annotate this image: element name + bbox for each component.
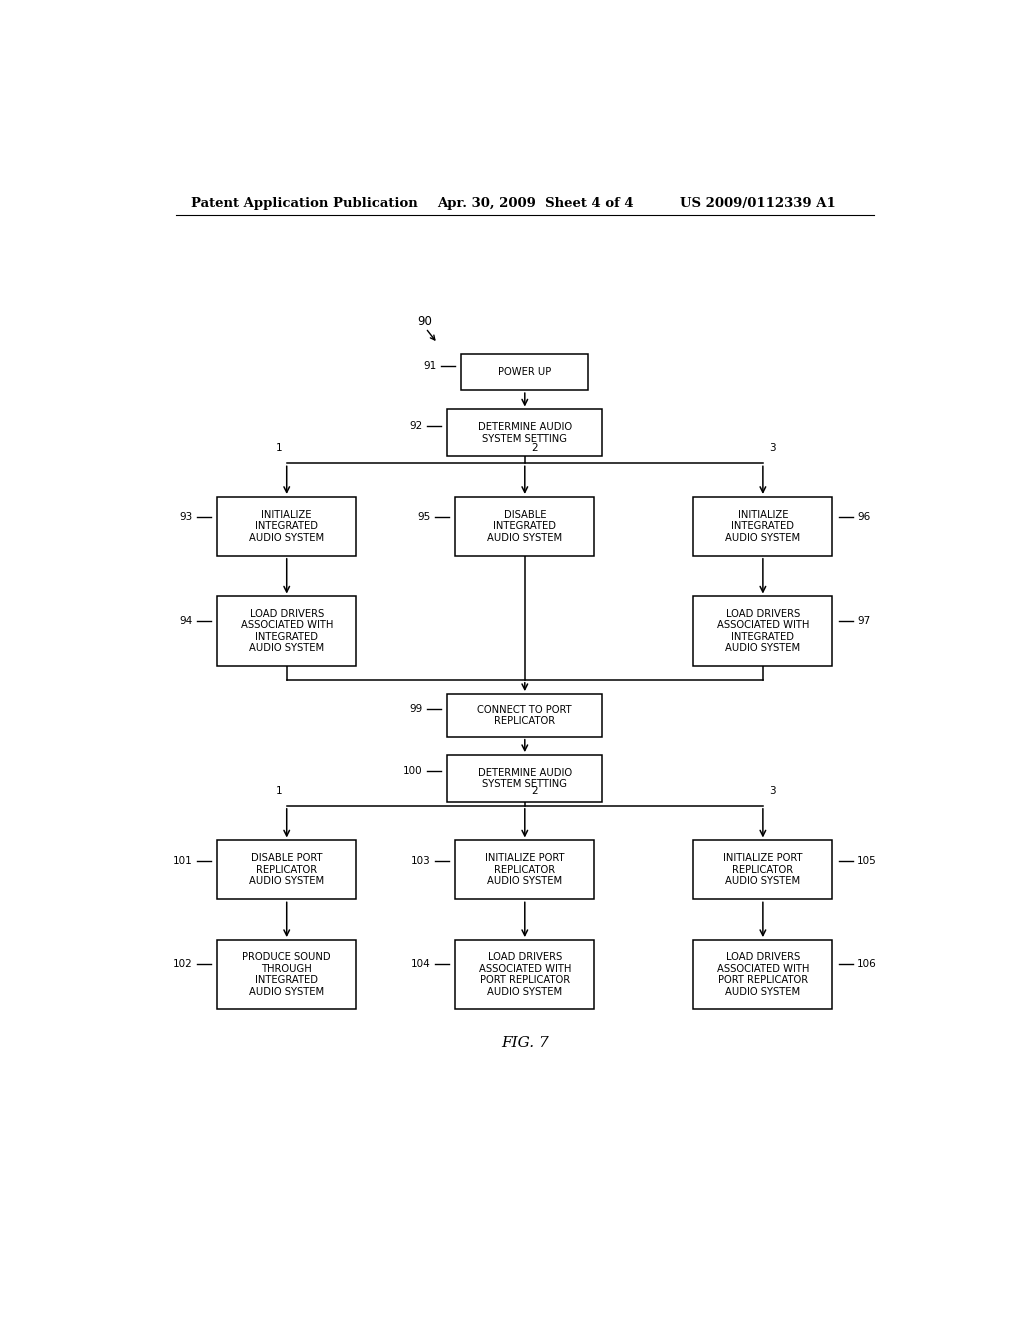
Text: LOAD DRIVERS
ASSOCIATED WITH
PORT REPLICATOR
AUDIO SYSTEM: LOAD DRIVERS ASSOCIATED WITH PORT REPLIC… <box>478 952 571 997</box>
Text: INITIALIZE PORT
REPLICATOR
AUDIO SYSTEM: INITIALIZE PORT REPLICATOR AUDIO SYSTEM <box>485 853 564 887</box>
Text: POWER UP: POWER UP <box>498 367 552 376</box>
Text: DISABLE
INTEGRATED
AUDIO SYSTEM: DISABLE INTEGRATED AUDIO SYSTEM <box>487 510 562 543</box>
Text: Patent Application Publication: Patent Application Publication <box>191 197 418 210</box>
Text: 91: 91 <box>424 362 436 371</box>
Text: 102: 102 <box>173 960 193 969</box>
Text: 3: 3 <box>769 444 776 453</box>
Bar <box>693 496 833 556</box>
Bar <box>693 597 833 665</box>
Bar <box>461 354 588 391</box>
Text: 97: 97 <box>857 615 870 626</box>
Text: 94: 94 <box>179 615 193 626</box>
Text: DETERMINE AUDIO
SYSTEM SETTING: DETERMINE AUDIO SYSTEM SETTING <box>478 768 571 789</box>
Text: 99: 99 <box>410 704 423 714</box>
Text: LOAD DRIVERS
ASSOCIATED WITH
INTEGRATED
AUDIO SYSTEM: LOAD DRIVERS ASSOCIATED WITH INTEGRATED … <box>717 609 809 653</box>
Text: INITIALIZE PORT
REPLICATOR
AUDIO SYSTEM: INITIALIZE PORT REPLICATOR AUDIO SYSTEM <box>723 853 803 887</box>
Bar <box>217 597 356 665</box>
Text: 95: 95 <box>418 512 431 523</box>
Bar <box>217 940 356 1008</box>
Text: CONNECT TO PORT
REPLICATOR: CONNECT TO PORT REPLICATOR <box>477 705 572 726</box>
Text: 101: 101 <box>173 857 193 866</box>
Text: 92: 92 <box>410 421 423 430</box>
Text: DISABLE PORT
REPLICATOR
AUDIO SYSTEM: DISABLE PORT REPLICATOR AUDIO SYSTEM <box>249 853 325 887</box>
Text: INITIALIZE
INTEGRATED
AUDIO SYSTEM: INITIALIZE INTEGRATED AUDIO SYSTEM <box>725 510 801 543</box>
Text: Apr. 30, 2009  Sheet 4 of 4: Apr. 30, 2009 Sheet 4 of 4 <box>437 197 634 210</box>
Bar <box>456 496 594 556</box>
Text: 2: 2 <box>531 785 538 796</box>
Text: 90: 90 <box>418 314 432 327</box>
Bar <box>693 841 833 899</box>
Text: 96: 96 <box>857 512 870 523</box>
Text: 106: 106 <box>857 960 877 969</box>
Bar <box>447 409 602 457</box>
Text: 100: 100 <box>403 767 423 776</box>
Bar <box>447 755 602 801</box>
Text: DETERMINE AUDIO
SYSTEM SETTING: DETERMINE AUDIO SYSTEM SETTING <box>478 422 571 444</box>
Bar <box>456 940 594 1008</box>
Text: 105: 105 <box>857 857 877 866</box>
Text: 104: 104 <box>411 960 431 969</box>
Text: 93: 93 <box>179 512 193 523</box>
Text: LOAD DRIVERS
ASSOCIATED WITH
INTEGRATED
AUDIO SYSTEM: LOAD DRIVERS ASSOCIATED WITH INTEGRATED … <box>241 609 333 653</box>
Text: PRODUCE SOUND
THROUGH
INTEGRATED
AUDIO SYSTEM: PRODUCE SOUND THROUGH INTEGRATED AUDIO S… <box>243 952 331 997</box>
Bar <box>693 940 833 1008</box>
Text: LOAD DRIVERS
ASSOCIATED WITH
PORT REPLICATOR
AUDIO SYSTEM: LOAD DRIVERS ASSOCIATED WITH PORT REPLIC… <box>717 952 809 997</box>
Bar <box>456 841 594 899</box>
Bar <box>217 496 356 556</box>
Text: 2: 2 <box>531 444 538 453</box>
Text: US 2009/0112339 A1: US 2009/0112339 A1 <box>680 197 836 210</box>
Text: INITIALIZE
INTEGRATED
AUDIO SYSTEM: INITIALIZE INTEGRATED AUDIO SYSTEM <box>249 510 325 543</box>
Bar <box>217 841 356 899</box>
Text: 3: 3 <box>769 785 776 796</box>
Text: 103: 103 <box>411 857 431 866</box>
Bar <box>447 694 602 737</box>
Text: FIG. 7: FIG. 7 <box>501 1036 549 1049</box>
Text: 1: 1 <box>276 785 283 796</box>
Text: 1: 1 <box>276 444 283 453</box>
